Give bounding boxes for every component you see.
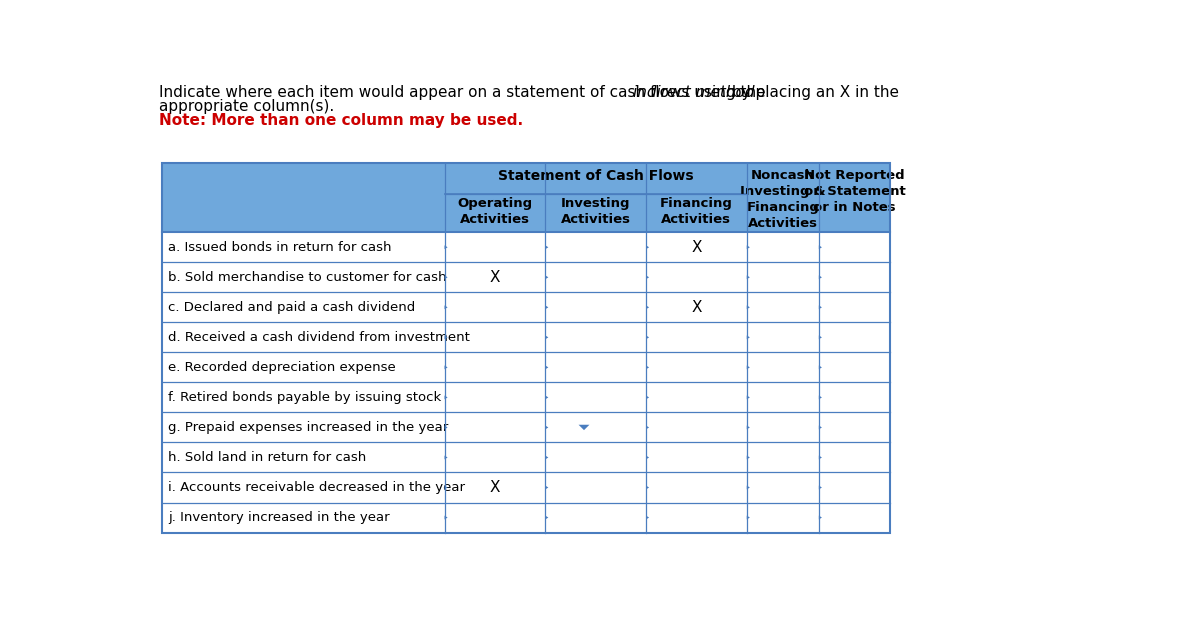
Text: Financing
Activities: Financing Activities bbox=[660, 197, 733, 226]
Polygon shape bbox=[646, 246, 649, 249]
Text: Operating
Activities: Operating Activities bbox=[457, 197, 533, 226]
Polygon shape bbox=[818, 396, 822, 399]
Polygon shape bbox=[545, 485, 548, 489]
Polygon shape bbox=[545, 456, 548, 459]
Polygon shape bbox=[746, 275, 750, 279]
Polygon shape bbox=[818, 275, 822, 279]
Polygon shape bbox=[162, 292, 890, 322]
Text: by placing an X in the: by placing an X in the bbox=[727, 85, 899, 100]
Polygon shape bbox=[545, 246, 548, 249]
Polygon shape bbox=[444, 456, 448, 459]
Polygon shape bbox=[444, 396, 448, 399]
Text: b. Sold merchandise to customer for cash: b. Sold merchandise to customer for cash bbox=[168, 271, 446, 284]
Polygon shape bbox=[162, 383, 890, 412]
Text: d. Received a cash dividend from investment: d. Received a cash dividend from investm… bbox=[168, 331, 469, 344]
Text: X: X bbox=[691, 300, 702, 315]
Polygon shape bbox=[818, 516, 822, 520]
Text: Note: More than one column may be used.: Note: More than one column may be used. bbox=[160, 113, 523, 128]
Polygon shape bbox=[162, 472, 890, 503]
Polygon shape bbox=[444, 485, 448, 489]
Text: a. Issued bonds in return for cash: a. Issued bonds in return for cash bbox=[168, 241, 391, 254]
Polygon shape bbox=[162, 232, 890, 262]
Polygon shape bbox=[545, 335, 548, 339]
Polygon shape bbox=[646, 365, 649, 370]
Polygon shape bbox=[646, 425, 649, 430]
Polygon shape bbox=[818, 425, 822, 430]
Polygon shape bbox=[444, 365, 448, 370]
Polygon shape bbox=[746, 306, 750, 309]
Text: Statement of Cash Flows: Statement of Cash Flows bbox=[498, 169, 694, 183]
Text: X: X bbox=[691, 240, 702, 255]
Polygon shape bbox=[818, 365, 822, 370]
Polygon shape bbox=[162, 443, 890, 472]
Text: X: X bbox=[490, 480, 500, 495]
Polygon shape bbox=[162, 352, 890, 383]
Polygon shape bbox=[746, 246, 750, 249]
Polygon shape bbox=[444, 275, 448, 279]
Polygon shape bbox=[162, 412, 890, 443]
Polygon shape bbox=[818, 485, 822, 489]
Polygon shape bbox=[162, 262, 890, 292]
Text: i. Accounts receivable decreased in the year: i. Accounts receivable decreased in the … bbox=[168, 481, 464, 494]
Polygon shape bbox=[444, 246, 448, 249]
Text: c. Declared and paid a cash dividend: c. Declared and paid a cash dividend bbox=[168, 301, 415, 314]
Polygon shape bbox=[444, 306, 448, 309]
Polygon shape bbox=[746, 425, 750, 430]
Polygon shape bbox=[818, 306, 822, 309]
Text: Not Reported
on Statement
or in Notes: Not Reported on Statement or in Notes bbox=[804, 169, 905, 214]
Text: e. Recorded depreciation expense: e. Recorded depreciation expense bbox=[168, 361, 396, 374]
Polygon shape bbox=[545, 306, 548, 309]
Polygon shape bbox=[578, 425, 589, 430]
Polygon shape bbox=[444, 516, 448, 520]
Polygon shape bbox=[746, 485, 750, 489]
Polygon shape bbox=[646, 456, 649, 459]
Polygon shape bbox=[545, 275, 548, 279]
Polygon shape bbox=[818, 335, 822, 339]
Polygon shape bbox=[545, 516, 548, 520]
Text: Investing
Activities: Investing Activities bbox=[560, 197, 631, 226]
Polygon shape bbox=[545, 425, 548, 430]
Polygon shape bbox=[646, 516, 649, 520]
Polygon shape bbox=[746, 335, 750, 339]
Polygon shape bbox=[746, 365, 750, 370]
Polygon shape bbox=[162, 322, 890, 352]
Polygon shape bbox=[162, 503, 890, 533]
Text: indirect method: indirect method bbox=[634, 85, 755, 100]
Polygon shape bbox=[646, 485, 649, 489]
Polygon shape bbox=[646, 396, 649, 399]
Polygon shape bbox=[646, 306, 649, 309]
Polygon shape bbox=[646, 335, 649, 339]
Polygon shape bbox=[162, 163, 890, 232]
Polygon shape bbox=[746, 456, 750, 459]
Polygon shape bbox=[818, 246, 822, 249]
Text: g. Prepaid expenses increased in the year: g. Prepaid expenses increased in the yea… bbox=[168, 421, 448, 434]
Text: appropriate column(s).: appropriate column(s). bbox=[160, 99, 335, 114]
Polygon shape bbox=[646, 275, 649, 279]
Polygon shape bbox=[746, 516, 750, 520]
Polygon shape bbox=[545, 365, 548, 370]
Text: j. Inventory increased in the year: j. Inventory increased in the year bbox=[168, 511, 390, 524]
Polygon shape bbox=[746, 396, 750, 399]
Text: Noncash
Investing &
Financing
Activities: Noncash Investing & Financing Activities bbox=[740, 169, 826, 230]
Text: X: X bbox=[490, 270, 500, 285]
Text: f. Retired bonds payable by issuing stock: f. Retired bonds payable by issuing stoc… bbox=[168, 391, 442, 404]
Polygon shape bbox=[444, 425, 448, 430]
Polygon shape bbox=[444, 335, 448, 339]
Polygon shape bbox=[818, 456, 822, 459]
Polygon shape bbox=[545, 396, 548, 399]
Text: Indicate where each item would appear on a statement of cash flows using the: Indicate where each item would appear on… bbox=[160, 85, 770, 100]
Text: h. Sold land in return for cash: h. Sold land in return for cash bbox=[168, 451, 366, 464]
